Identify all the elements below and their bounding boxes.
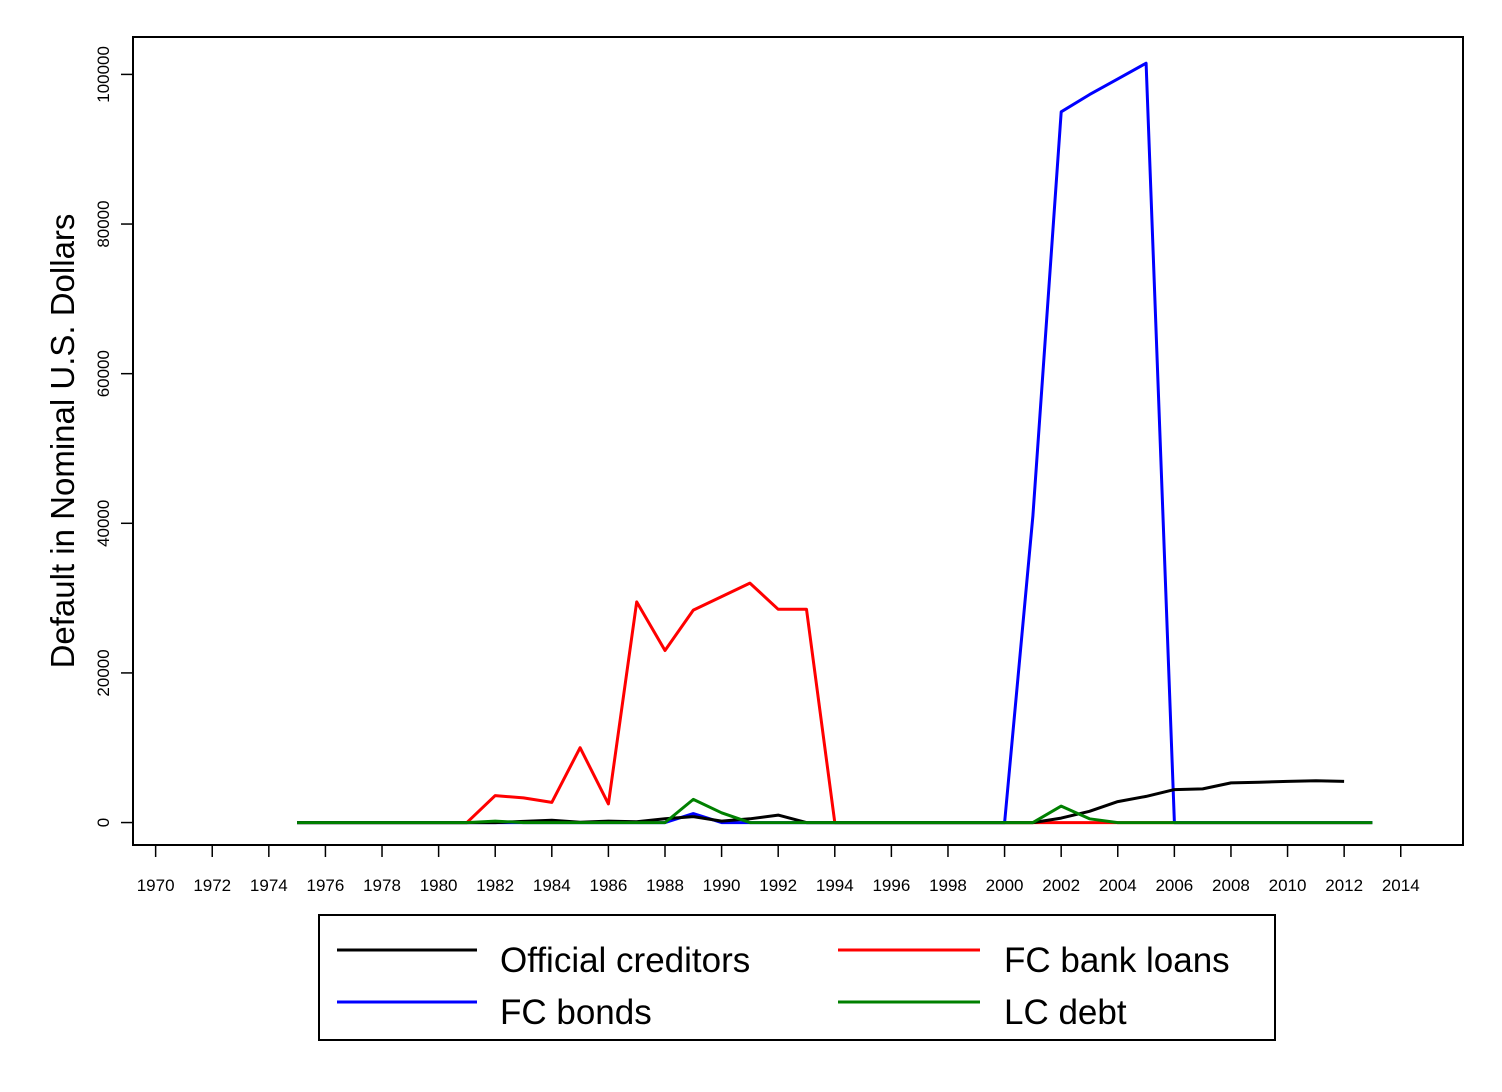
legend-label-fc-bonds: FC bonds [500,993,652,1032]
series-line-official-creditors [297,779,1345,825]
x-tick-label: 2010 [1269,876,1307,895]
legend-label-lc-debt: LC debt [1004,993,1127,1032]
y-tick-label: 0 [94,818,113,827]
y-tick-label: 40000 [94,500,113,547]
x-tick-label: 1984 [533,876,571,895]
legend: Official creditors FC bank loans FC bonds L… [318,914,1276,1041]
x-tick-label: 1972 [193,876,231,895]
legend-label-official-creditors: Official creditors [500,941,750,980]
x-tick-label: 1992 [759,876,797,895]
x-tick-label: 2006 [1155,876,1193,895]
x-tick-label: 2014 [1382,876,1420,895]
series-line-fc-bonds [297,61,1373,825]
x-tick-label: 1976 [307,876,345,895]
x-tick-label: 1996 [872,876,910,895]
x-tick-label: 2004 [1099,876,1137,895]
y-tick-label: 80000 [94,200,113,247]
y-axis-label: Default in Nominal U.S. Dollars [44,214,81,669]
legend-label-fc-bank-loans: FC bank loans [1004,941,1230,980]
x-tick-label: 1978 [363,876,401,895]
x-tick-label: 2000 [986,876,1024,895]
x-tick-label: 1994 [816,876,854,895]
series-lines [297,61,1373,825]
y-tick-label: 20000 [94,649,113,696]
x-tick-label: 2012 [1325,876,1363,895]
x-tick-label: 1980 [420,876,458,895]
plot-frame [132,36,1464,846]
x-tick-label: 1974 [250,876,288,895]
x-tick-label: 1986 [589,876,627,895]
x-tick-label: 1970 [137,876,175,895]
x-tick-label: 1982 [476,876,514,895]
y-tick-label: 100000 [94,46,113,103]
x-tick-label: 1990 [703,876,741,895]
x-tick-label: 1988 [646,876,684,895]
x-tick-label: 2002 [1042,876,1080,895]
x-tick-label: 1998 [929,876,967,895]
series-line-lc-debt [297,797,1373,825]
axis-ticks: 1970 1972 1974 1976 1978 1980 1982 1984 1986 1988… [94,46,1420,895]
y-tick-label: 60000 [94,350,113,397]
legend-box [318,914,1276,1041]
x-tick-label: 2008 [1212,876,1250,895]
